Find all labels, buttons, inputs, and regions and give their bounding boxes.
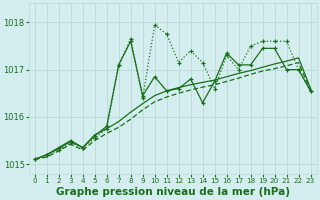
X-axis label: Graphe pression niveau de la mer (hPa): Graphe pression niveau de la mer (hPa) [56, 187, 290, 197]
